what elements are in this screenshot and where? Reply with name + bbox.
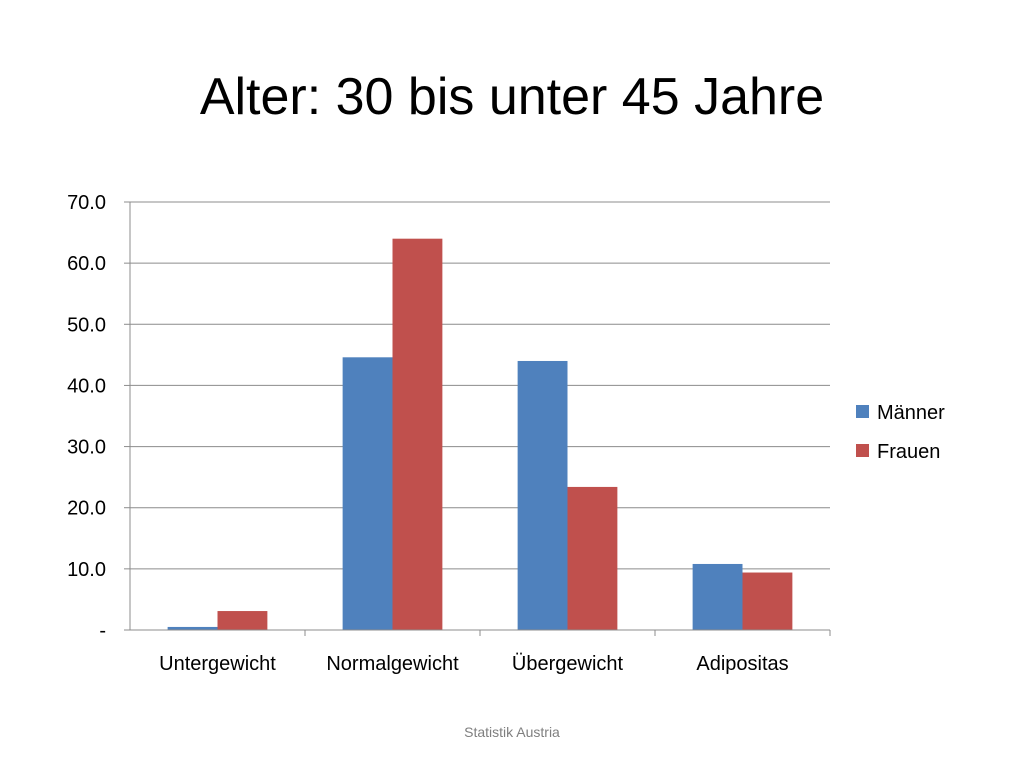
y-tick-label: 50.0 (67, 314, 106, 336)
bar-maenner (167, 626, 218, 630)
y-tick-label: 40.0 (67, 375, 106, 397)
bar-frauen (217, 611, 268, 630)
x-tick-label: Übergewicht (512, 653, 624, 675)
axes (124, 201, 831, 636)
x-tick-labels: Untergewicht Normalgewicht Übergewicht Adip… (159, 653, 789, 675)
x-tick-label: Untergewicht (159, 653, 276, 675)
legend-label: Männer (877, 402, 945, 424)
y-tick-labels: - 10.0 20.0 30.0 40.0 50.0 60.0 70.0 (67, 192, 106, 642)
bar-frauen (742, 572, 793, 630)
bar-frauen (392, 238, 443, 630)
legend-label: Frauen (877, 441, 940, 463)
x-tick-label: Adipositas (696, 653, 788, 675)
legend: Männer Frauen (856, 402, 945, 463)
y-tick-label: 10.0 (67, 559, 106, 581)
legend-swatch (856, 405, 869, 418)
bar-maenner (342, 357, 393, 630)
y-tick-label: 30.0 (67, 437, 106, 459)
y-tick-label: - (99, 620, 106, 642)
slide-title: Alter: 30 bis unter 45 Jahre (199, 68, 825, 126)
bar-maenner (692, 563, 743, 630)
bars (167, 238, 793, 630)
gridlines (130, 201, 830, 570)
y-tick-label: 20.0 (67, 498, 106, 520)
footer-source: Statistik Austria (464, 724, 560, 740)
y-tick-label: 60.0 (67, 253, 106, 275)
legend-swatch (856, 444, 869, 457)
bar-maenner (517, 360, 568, 630)
bar-frauen (567, 486, 618, 630)
x-tick-label: Normalgewicht (326, 653, 459, 675)
y-tick-label: 70.0 (67, 192, 106, 214)
